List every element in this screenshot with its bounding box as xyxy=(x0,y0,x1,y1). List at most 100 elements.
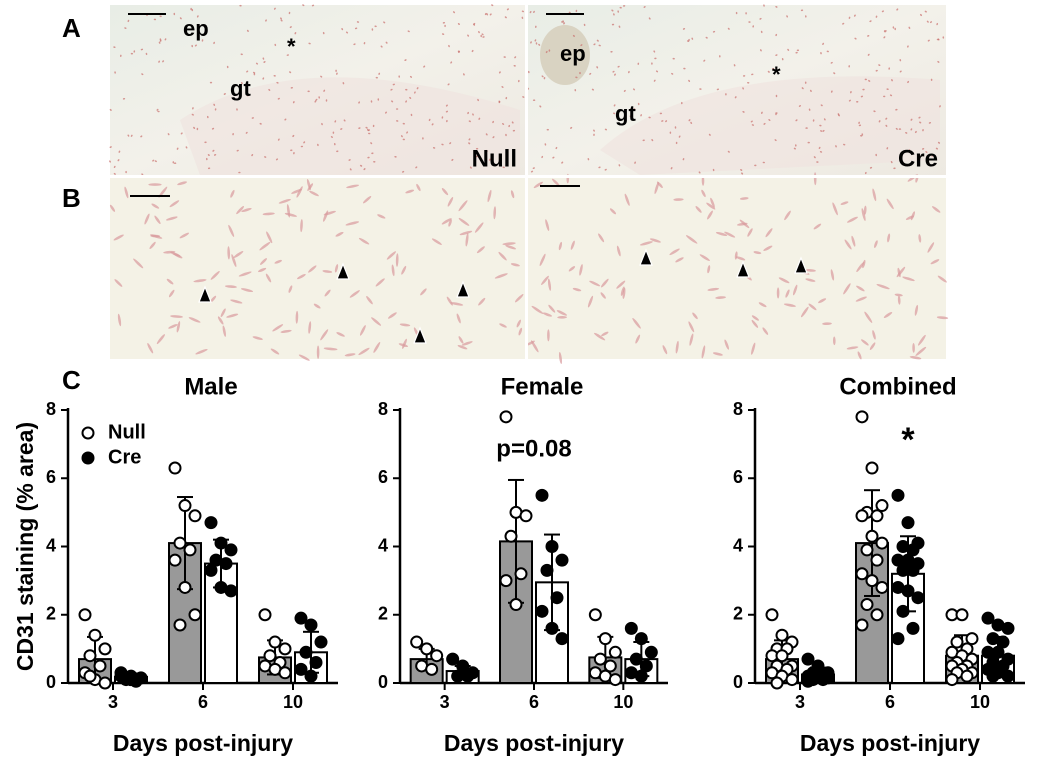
speck xyxy=(925,151,928,153)
speck xyxy=(354,27,358,30)
speck xyxy=(399,323,411,327)
speck xyxy=(869,166,873,169)
data-point xyxy=(634,669,648,683)
speck xyxy=(905,132,908,134)
data-point xyxy=(173,536,187,550)
speck xyxy=(475,155,479,158)
speck xyxy=(826,50,829,53)
speck xyxy=(332,131,335,134)
speck xyxy=(610,50,613,53)
speck xyxy=(784,210,791,221)
speck xyxy=(878,64,881,66)
x-tick-label: 6 xyxy=(885,692,895,712)
speck xyxy=(265,19,267,22)
speck xyxy=(145,52,148,56)
speck xyxy=(521,16,524,19)
image-b-cre xyxy=(528,178,946,359)
speck xyxy=(794,144,797,147)
speck xyxy=(727,27,730,30)
speck xyxy=(532,167,535,169)
speck xyxy=(154,160,157,163)
speck xyxy=(936,22,939,26)
speck xyxy=(144,213,150,225)
speck xyxy=(598,166,601,169)
speck xyxy=(771,68,775,70)
speck xyxy=(457,345,468,350)
speck xyxy=(238,271,252,277)
speck xyxy=(734,251,738,260)
speck xyxy=(377,98,380,101)
speck xyxy=(706,202,716,210)
speck xyxy=(530,41,532,44)
data-point xyxy=(870,553,884,567)
speck xyxy=(601,331,609,337)
speck xyxy=(662,345,668,355)
speck xyxy=(431,123,434,126)
speck xyxy=(158,60,160,63)
speck xyxy=(929,21,933,24)
speck xyxy=(246,70,249,73)
speck xyxy=(323,347,338,351)
speck xyxy=(374,25,377,28)
speck xyxy=(405,88,408,91)
speck xyxy=(542,312,553,317)
speck xyxy=(458,50,461,53)
speck xyxy=(478,30,480,34)
image-caption: Cre xyxy=(898,145,938,172)
speck xyxy=(487,189,492,203)
speck xyxy=(937,38,940,41)
speck xyxy=(856,261,865,273)
speck xyxy=(763,122,766,125)
y-axis-label: CD31 staining (% area) xyxy=(12,422,38,671)
speck xyxy=(124,27,127,29)
speck xyxy=(159,15,162,18)
speck xyxy=(613,112,616,115)
speck xyxy=(207,167,211,170)
speck xyxy=(447,196,454,207)
speck xyxy=(575,9,578,13)
speck xyxy=(848,16,851,19)
speck xyxy=(898,128,902,130)
speck xyxy=(651,62,653,65)
data-point xyxy=(545,540,559,553)
data-point xyxy=(816,673,830,687)
speck xyxy=(629,115,632,118)
speck xyxy=(689,333,694,346)
speck xyxy=(140,48,144,51)
speck xyxy=(727,150,730,153)
speck xyxy=(907,45,909,48)
speck xyxy=(512,129,516,132)
speck xyxy=(862,88,865,91)
speck xyxy=(441,33,445,35)
speck xyxy=(489,13,492,16)
speck xyxy=(551,178,560,187)
speck xyxy=(290,149,293,152)
speck xyxy=(902,276,915,282)
speck xyxy=(701,175,705,186)
speck xyxy=(377,214,386,219)
y-tick-label: 4 xyxy=(378,535,388,555)
speck xyxy=(503,56,506,58)
speck xyxy=(701,189,706,198)
speck xyxy=(405,189,415,194)
speck xyxy=(875,15,878,18)
speck xyxy=(600,278,609,288)
speck xyxy=(284,212,298,217)
speck xyxy=(236,206,245,215)
speck xyxy=(883,95,886,98)
image-label: * xyxy=(287,34,296,59)
speck xyxy=(362,196,372,204)
speck xyxy=(830,269,835,281)
speck xyxy=(742,75,746,77)
annotation: p=0.08 xyxy=(496,435,571,462)
data-point xyxy=(555,553,569,567)
speck xyxy=(942,36,945,39)
speck xyxy=(775,33,778,37)
speck xyxy=(391,100,394,103)
data-point xyxy=(624,621,638,635)
speck xyxy=(118,150,121,153)
speck xyxy=(552,156,555,159)
data-point xyxy=(801,674,815,688)
speck xyxy=(750,120,753,123)
speck xyxy=(308,321,312,334)
